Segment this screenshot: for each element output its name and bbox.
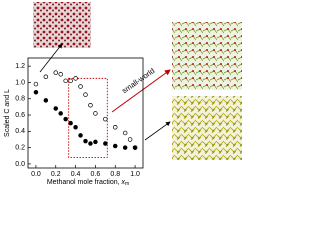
data-point [68,78,73,84]
x-axis-label: Methanol mole fraction, xm [47,179,129,187]
data-point [103,116,108,122]
data-point [78,84,83,89]
y-tick-label: 0.6 [15,112,25,119]
x-tick-label: 0.6 [91,171,101,178]
data-point [122,130,128,136]
data-point [122,145,128,150]
data-point [58,72,63,77]
data-point [68,120,73,126]
x-tick-label: 1.0 [130,171,140,178]
data-point [58,111,63,116]
data-point [63,78,68,84]
y-axis-label: Scaled C and L [4,89,11,137]
arrow [144,121,171,141]
data-point [63,116,68,122]
data-point [93,139,98,145]
y-tick-label: 1.0 [15,79,25,86]
x-tick-label: 0.0 [31,171,41,178]
highlight-box [68,77,108,158]
x-axis-label-var: x [121,179,126,186]
data-point [132,145,138,150]
data-point [112,125,118,130]
x-tick-label: 0.2 [51,171,61,178]
x-axis-label-text: Methanol mole fraction, [47,179,122,186]
data-point [78,133,83,138]
y-tick-label: 0.0 [15,161,25,168]
data-point [43,74,49,79]
data-point [53,70,59,75]
data-point [53,106,59,111]
annotation: small-world [120,66,156,95]
snapshot-image [172,22,242,90]
arrow [111,69,171,113]
data-point [73,125,78,130]
data-point [43,98,49,103]
plot-frame [27,57,144,169]
y-tick-label: 0.8 [15,96,25,103]
chart: small-world Methanol mole fraction, xm S… [4,2,242,187]
data-point [103,141,108,146]
snapshot-image [172,96,242,160]
page: small-world Methanol mole fraction, xm S… [3,2,242,188]
data-point [83,92,88,97]
data-point [88,103,93,108]
data-point [112,143,118,149]
data-point [73,76,78,81]
data-point [33,81,39,87]
x-tick-label: 0.8 [110,171,120,178]
x-tick-label: 0.4 [71,171,81,178]
data-point [93,111,98,116]
snapshot-image [33,2,91,48]
data-point [127,137,133,142]
data-point [83,138,88,144]
x-axis-label-sub: m [125,181,129,187]
y-tick-label: 0.4 [15,128,25,135]
y-tick-label: 1.2 [15,63,25,70]
y-tick-label: 0.2 [15,144,25,151]
data-point [33,89,39,95]
data-point [88,141,93,146]
